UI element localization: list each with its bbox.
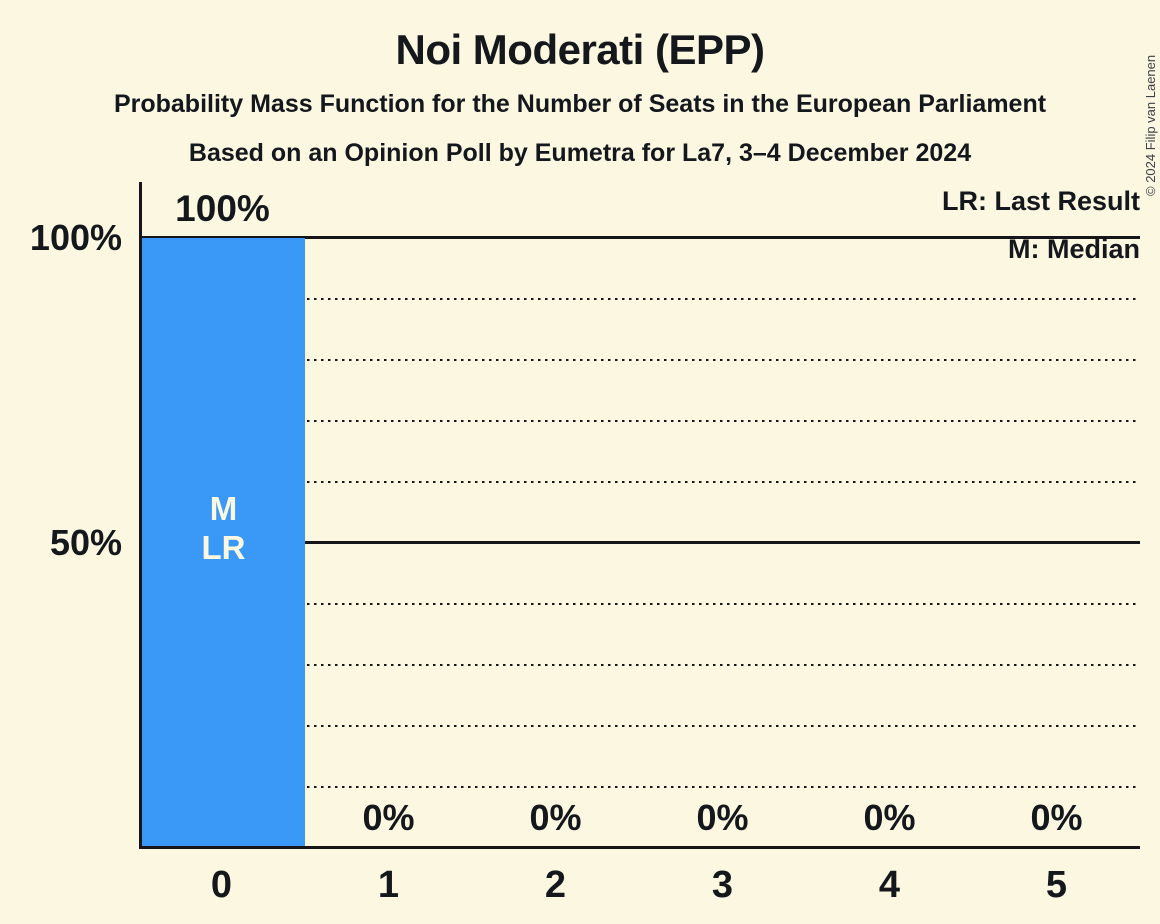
gridline-70pct	[139, 420, 1140, 422]
bar-value-label-seat-5: 0%	[1030, 797, 1083, 838]
x-tick-1: 1	[377, 864, 400, 906]
last-result-marker: LR	[201, 529, 246, 566]
y-axis-label-100: 100%	[29, 217, 122, 258]
chart-source-subtitle: Based on an Opinion Poll by Eumetra for …	[188, 139, 972, 167]
gridline-50pct	[139, 541, 1140, 544]
gridline-100pct	[139, 236, 1140, 239]
legend-median: M: Median	[1008, 234, 1140, 264]
median-marker: M	[209, 490, 238, 527]
x-axis-line	[139, 846, 1140, 849]
y-axis-label-50: 50%	[49, 522, 122, 563]
x-tick-4: 4	[878, 864, 901, 906]
gridline-60pct	[139, 481, 1140, 483]
bar-value-label-seat-0: 100%	[175, 188, 270, 229]
copyright-notice: © 2024 Filip van Laenen	[1143, 54, 1158, 196]
bar-marker-labels: M LR	[142, 489, 305, 567]
gridline-20pct	[139, 725, 1140, 727]
bar-value-label-seat-1: 0%	[362, 797, 415, 838]
gridline-80pct	[139, 359, 1140, 361]
legend-last-result: LR: Last Result	[941, 186, 1140, 216]
gridline-90pct	[139, 298, 1140, 300]
bar-value-label-seat-3: 0%	[696, 797, 749, 838]
bar-seat-0	[142, 238, 305, 846]
x-tick-2: 2	[544, 864, 567, 906]
chart-subtitle: Probability Mass Function for the Number…	[113, 90, 1047, 118]
gridline-10pct	[139, 786, 1140, 788]
y-axis-line	[139, 182, 142, 849]
x-tick-0: 0	[210, 864, 233, 906]
bar-value-label-seat-2: 0%	[529, 797, 582, 838]
bar-value-label-seat-4: 0%	[863, 797, 916, 838]
chart-title: Noi Moderati (EPP)	[395, 26, 765, 73]
gridline-40pct	[139, 603, 1140, 605]
x-tick-3: 3	[711, 864, 734, 906]
gridline-30pct	[139, 664, 1140, 666]
x-tick-5: 5	[1045, 864, 1068, 906]
